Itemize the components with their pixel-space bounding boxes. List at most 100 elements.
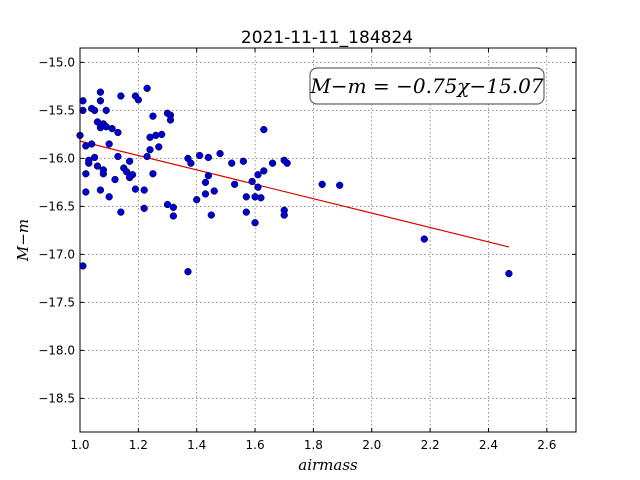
data-point bbox=[146, 146, 154, 154]
plot-area bbox=[79, 47, 577, 433]
y-tick-label: −15.5 bbox=[38, 103, 75, 117]
data-point bbox=[216, 149, 224, 158]
fit-line-group bbox=[79, 140, 510, 248]
data-point bbox=[96, 88, 105, 96]
x-tick-label: 1.2 bbox=[129, 438, 148, 452]
data-point bbox=[131, 185, 140, 193]
y-axis-ticks: −15.0 −15.5 −16.0 −16.5 −17.0 −17.5 −18.0 −18.5 bbox=[38, 55, 576, 405]
x-tick-label: 2.6 bbox=[537, 438, 556, 452]
data-point bbox=[108, 124, 116, 133]
y-tick-label: −18.5 bbox=[38, 391, 75, 405]
data-point bbox=[96, 97, 105, 105]
x-axis-label: airmass bbox=[298, 456, 358, 474]
data-point bbox=[207, 211, 215, 219]
data-point bbox=[79, 262, 87, 270]
data-point bbox=[128, 171, 137, 179]
data-point bbox=[169, 203, 178, 212]
data-point bbox=[117, 208, 125, 216]
data-point bbox=[117, 92, 125, 100]
data-point bbox=[204, 172, 213, 180]
data-point bbox=[210, 187, 218, 195]
data-point bbox=[195, 151, 204, 160]
data-points bbox=[76, 84, 513, 278]
data-point bbox=[260, 125, 268, 134]
data-point bbox=[90, 153, 99, 162]
data-point bbox=[254, 183, 262, 191]
data-point bbox=[163, 200, 172, 209]
data-point bbox=[149, 170, 157, 178]
data-point bbox=[149, 112, 157, 120]
data-point bbox=[505, 269, 513, 278]
fit-equation-box: M−m = −0.75χ−15.07 bbox=[309, 67, 545, 105]
data-point bbox=[336, 181, 344, 189]
data-point bbox=[96, 186, 105, 194]
fit-line bbox=[79, 140, 510, 248]
data-point bbox=[79, 97, 87, 105]
data-point bbox=[251, 219, 259, 227]
data-point bbox=[283, 159, 291, 167]
data-point bbox=[88, 140, 96, 148]
x-tick-label: 1.8 bbox=[304, 438, 323, 452]
data-point bbox=[242, 208, 250, 216]
x-tick-label: 2.4 bbox=[479, 438, 498, 452]
data-point bbox=[114, 152, 122, 161]
y-tick-label: −17.5 bbox=[38, 295, 75, 309]
data-point bbox=[125, 157, 134, 165]
data-point bbox=[184, 268, 192, 276]
data-point bbox=[105, 193, 113, 201]
x-tick-label: 1.0 bbox=[70, 438, 89, 452]
data-point bbox=[268, 159, 277, 167]
data-point bbox=[123, 168, 131, 176]
data-point bbox=[85, 156, 93, 164]
data-point bbox=[230, 180, 239, 188]
data-point bbox=[169, 212, 178, 220]
data-point bbox=[318, 180, 326, 188]
x-tick-label: 1.6 bbox=[246, 438, 265, 452]
data-point bbox=[155, 143, 163, 151]
data-point bbox=[82, 188, 90, 196]
y-tick-label: −16.0 bbox=[38, 151, 75, 165]
x-tick-label: 2.2 bbox=[421, 438, 440, 452]
data-point bbox=[420, 235, 428, 243]
y-tick-label: −15.0 bbox=[38, 55, 75, 69]
data-point bbox=[105, 140, 113, 148]
data-point bbox=[140, 186, 148, 194]
data-point bbox=[166, 116, 175, 124]
data-point bbox=[134, 96, 143, 104]
y-tick-label: −17.0 bbox=[38, 247, 75, 261]
x-tick-label: 2.0 bbox=[362, 438, 381, 452]
data-point bbox=[280, 211, 288, 219]
data-point bbox=[239, 157, 248, 165]
data-point bbox=[187, 159, 195, 167]
x-tick-label: 1.4 bbox=[187, 438, 206, 452]
gridlines bbox=[79, 48, 576, 432]
data-point bbox=[204, 153, 213, 162]
chart-title: 2021-11-11_184824 bbox=[241, 28, 413, 48]
fit-equation: M−m = −0.75χ−15.07 bbox=[309, 74, 543, 98]
data-point bbox=[140, 204, 148, 212]
data-point bbox=[201, 178, 210, 187]
data-point bbox=[111, 175, 119, 184]
data-point bbox=[158, 130, 166, 139]
data-point bbox=[102, 106, 110, 115]
y-tick-label: −18.0 bbox=[38, 343, 75, 357]
data-point bbox=[228, 159, 236, 167]
x-axis-ticks: 1.0 1.2 1.4 1.6 1.8 2.0 2.2 2.4 2.6 bbox=[70, 48, 556, 452]
data-point bbox=[143, 152, 151, 161]
data-point bbox=[254, 171, 262, 179]
data-point bbox=[201, 190, 210, 198]
data-point bbox=[90, 106, 99, 115]
data-point bbox=[143, 84, 151, 92]
y-tick-label: −16.5 bbox=[38, 199, 75, 213]
data-point bbox=[260, 167, 268, 175]
data-point bbox=[242, 193, 250, 201]
data-point bbox=[257, 194, 265, 202]
data-point bbox=[99, 170, 107, 178]
data-point bbox=[248, 177, 256, 186]
y-axis-label: M−m bbox=[14, 219, 32, 262]
data-point bbox=[82, 170, 90, 178]
data-point bbox=[93, 162, 102, 170]
data-point bbox=[114, 128, 122, 137]
data-point bbox=[193, 196, 201, 204]
